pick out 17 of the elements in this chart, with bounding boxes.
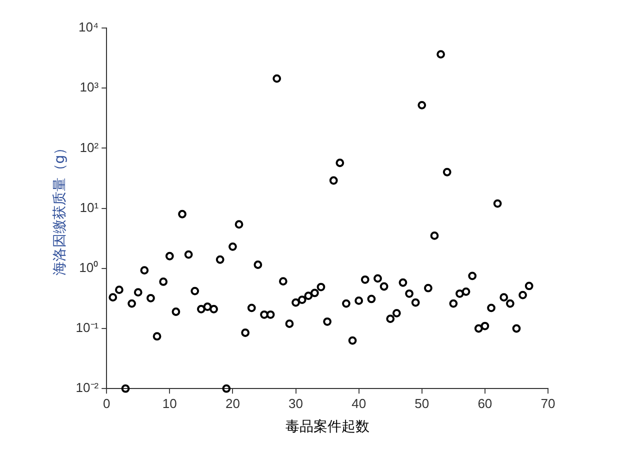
y-tick-label: 10² bbox=[80, 140, 100, 155]
x-tick-label: 20 bbox=[225, 396, 240, 411]
x-tick-label: 60 bbox=[478, 396, 492, 411]
y-tick-label: 10¹ bbox=[80, 200, 100, 215]
y-tick-label: 10⁴ bbox=[78, 20, 99, 35]
y-axis-title: 海洛因缴获质量（g） bbox=[52, 140, 68, 276]
x-tick-label: 40 bbox=[352, 396, 366, 411]
x-tick-label: 0 bbox=[102, 396, 110, 411]
y-tick-label: 10⁻² bbox=[76, 380, 100, 396]
y-tick-label: 10⁰ bbox=[79, 260, 99, 275]
x-tick-label: 50 bbox=[414, 396, 430, 411]
x-tick-label: 10 bbox=[162, 396, 177, 411]
y-tick-label: 10⁻¹ bbox=[76, 320, 100, 336]
y-tick-label: 10³ bbox=[80, 80, 100, 95]
x-tick-label: 30 bbox=[288, 396, 303, 411]
x-tick-label: 70 bbox=[540, 396, 556, 411]
x-axis-title: 毒品案件起数 bbox=[285, 418, 370, 436]
